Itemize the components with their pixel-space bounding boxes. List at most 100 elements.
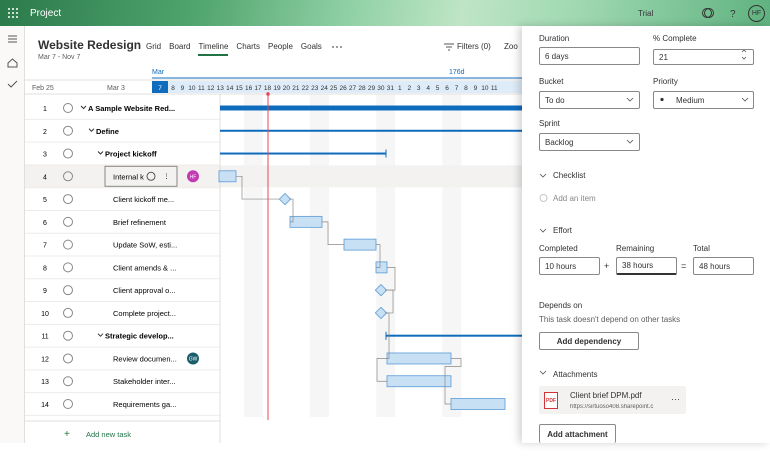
day-label: 9 <box>181 85 185 92</box>
week-label: Feb 25 <box>32 85 54 92</box>
complete-toggle <box>63 307 73 318</box>
complete-toggle <box>63 376 73 387</box>
selected-row <box>25 165 522 188</box>
row-number: 13 <box>41 379 49 386</box>
tab[interactable]: Goals <box>300 42 322 51</box>
tab[interactable]: Timeline <box>198 42 229 56</box>
dependency-link <box>322 221 344 245</box>
remaining-label: Remaining <box>616 244 655 253</box>
day-label: 10 <box>481 85 489 92</box>
add-attachment[interactable]: Add attachment <box>539 424 616 443</box>
task-name: Client approval o... <box>113 286 176 295</box>
day-label: 1 <box>398 85 402 92</box>
weekend-band <box>451 94 462 417</box>
weekend-band <box>310 94 320 417</box>
user-avatar[interactable]: HF <box>748 5 765 22</box>
add-item[interactable]: Add an item <box>553 194 596 203</box>
assignee-avatar <box>187 170 199 183</box>
effort-heading[interactable]: Effort <box>553 226 572 235</box>
tab[interactable]: Grid <box>146 42 162 51</box>
app-launcher[interactable] <box>7 7 19 19</box>
day-label: 2 <box>407 85 411 92</box>
day-label: 24 <box>321 85 329 92</box>
day-label: 16 <box>245 85 253 92</box>
project-dates: Mar 7 - Nov 7 <box>38 54 81 61</box>
day-label: 6 <box>445 85 449 92</box>
today-marker <box>266 92 270 96</box>
day-label: 23 <box>311 85 319 92</box>
complete-toggle <box>63 171 73 182</box>
file-name[interactable]: Client brief DPM.pdf <box>570 391 642 400</box>
panel-icons <box>626 50 749 144</box>
tabs: Grid Board Timeline Charts People Goals <box>146 42 322 56</box>
duration-label: Duration <box>539 34 570 43</box>
top-icons: ? <box>702 8 736 20</box>
weekend-band <box>243 94 254 417</box>
priority-select[interactable]: Medium <box>653 91 754 109</box>
add-task: Add new task <box>86 430 131 439</box>
tab[interactable]: Board <box>169 42 191 51</box>
complete-input[interactable]: 21 <box>653 49 754 65</box>
filters[interactable]: Filters (0) <box>457 42 491 51</box>
dependency-link <box>385 312 390 359</box>
duration-input[interactable]: 6 days <box>539 47 640 65</box>
day-label: 29 <box>368 85 376 92</box>
completed-label: Completed <box>539 244 578 253</box>
plus-sign: + <box>604 261 610 271</box>
info-icon <box>146 171 156 181</box>
milestone <box>278 192 292 206</box>
row-number: 5 <box>43 197 47 204</box>
bucket-select[interactable]: To do <box>539 91 640 109</box>
week-label: Mar 3 <box>107 85 125 92</box>
weekend-band <box>253 94 263 417</box>
attachment-more[interactable]: ··· <box>671 394 680 404</box>
row-number: 10 <box>41 311 49 318</box>
day-label: 31 <box>387 85 395 92</box>
complete-toggle <box>63 103 73 113</box>
attachments-heading[interactable]: Attachments <box>553 370 598 379</box>
sprint-select[interactable]: Backlog <box>539 133 640 151</box>
bucket-label: Bucket <box>539 77 564 86</box>
remaining-input[interactable]: 38 hours <box>616 257 677 275</box>
completed-input[interactable]: 10 hours <box>539 257 600 275</box>
weekend-band <box>376 94 386 417</box>
task-name: Strategic develop... <box>105 332 174 341</box>
dependency-link <box>444 358 462 405</box>
day-label: 12 <box>207 85 215 92</box>
assignee-initials: HF <box>190 174 197 180</box>
complete-toggle <box>63 148 73 159</box>
rail-icons <box>7 35 18 88</box>
task-name: Review documen... <box>113 354 177 363</box>
task-bar <box>386 352 452 365</box>
row-number: 6 <box>43 220 47 227</box>
priority-label: Priority <box>653 77 678 86</box>
project-title: Website Redesign <box>38 38 142 52</box>
depends-text: This task doesn't depend on other tasks <box>539 315 681 324</box>
tab[interactable]: Charts <box>236 42 260 51</box>
section-chevrons <box>539 173 548 375</box>
day-label: 25 <box>330 85 338 92</box>
zoom[interactable]: Zoo <box>504 42 518 51</box>
duration-label: 176d <box>449 69 465 76</box>
tab[interactable]: People <box>267 42 293 51</box>
total-input: 48 hours <box>693 257 754 275</box>
day-label: 28 <box>358 85 366 92</box>
row-number: 12 <box>41 356 49 363</box>
svg-text:?: ? <box>730 9 736 20</box>
edit-box <box>104 165 178 187</box>
complete-toggle <box>63 399 73 410</box>
day-label: 30 <box>377 85 385 92</box>
checklist-heading[interactable]: Checklist <box>553 171 586 180</box>
equals-sign: = <box>681 261 687 271</box>
day-label: 22 <box>302 85 310 92</box>
add-dependency[interactable]: Add dependency <box>539 332 639 350</box>
more-tabs[interactable] <box>332 44 342 50</box>
task-name: Client kickoff me... <box>113 195 174 204</box>
trial[interactable]: Trial <box>638 9 654 18</box>
filter-icon <box>444 43 454 51</box>
weekend-band <box>385 94 396 417</box>
day-label: 21 <box>292 85 300 92</box>
attachment-card[interactable] <box>539 386 686 414</box>
assignee-initials: GW <box>189 356 198 362</box>
sprint-label: Sprint <box>539 119 560 128</box>
